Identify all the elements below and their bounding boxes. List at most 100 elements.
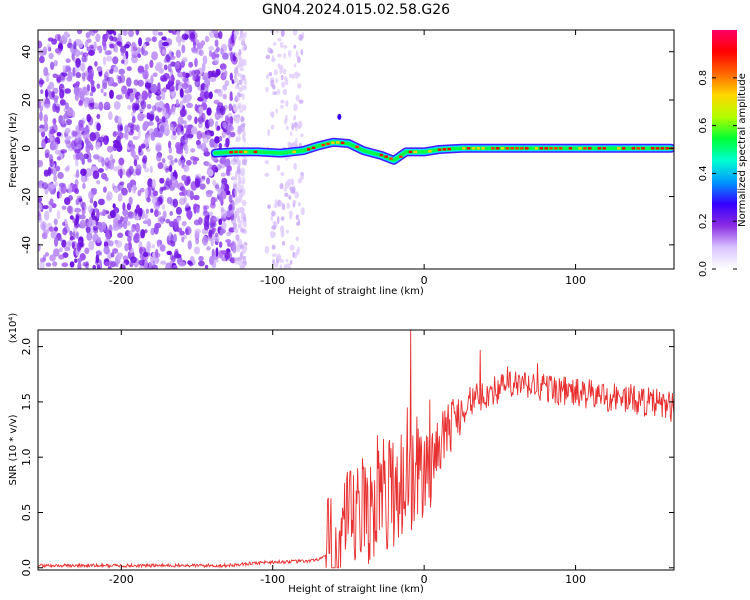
spectral-noise-blob	[93, 154, 100, 160]
spectral-noise-blob	[143, 260, 148, 269]
spectral-noise-blob	[55, 165, 61, 172]
spectral-noise-blob	[57, 171, 64, 179]
spectral-noise-blob	[43, 66, 49, 77]
signal-ridge-core	[665, 147, 670, 150]
spectral-noise-blob	[162, 162, 167, 171]
spectral-noise-blob	[224, 252, 231, 260]
spectral-noise-blob	[61, 205, 67, 211]
spectral-noise-blob	[169, 123, 175, 132]
spectral-noise-blob	[118, 222, 125, 228]
spectral-noise-blob	[64, 88, 71, 94]
spectral-noise-blob	[78, 123, 84, 132]
spectral-noise-blob	[284, 181, 290, 189]
spectral-noise-blob	[134, 232, 140, 241]
spectral-noise-blob	[97, 168, 104, 173]
spectral-noise-blob	[76, 195, 83, 200]
spectral-noise-blob	[170, 61, 176, 67]
spectral-noise-blob	[238, 135, 241, 143]
spectral-noise-blob	[160, 187, 164, 192]
spectral-noise-blob	[214, 184, 220, 189]
spectral-noise-blob	[211, 51, 217, 60]
spectral-noise-blob	[152, 260, 156, 269]
spectral-noise-blob	[282, 68, 287, 75]
spectral-noise-blob	[148, 113, 155, 122]
spectral-noise-blob	[112, 166, 120, 172]
spectral-noise-blob	[270, 215, 274, 221]
y-tick-label: 0	[20, 145, 33, 152]
spectral-noise-blob	[113, 101, 121, 110]
signal-ridge-core	[471, 147, 476, 150]
signal-ridge-core	[621, 147, 626, 150]
spectral-noise-blob	[117, 193, 123, 202]
spectral-noise-blob	[61, 120, 68, 128]
spectral-noise-blob	[298, 34, 304, 41]
spectral-noise-blob	[243, 242, 248, 246]
spectral-noise-blob	[122, 209, 129, 217]
spectral-noise-blob	[72, 131, 78, 137]
spectral-noise-blob	[234, 95, 238, 103]
spectral-noise-blob	[86, 232, 93, 241]
spectral-noise-blob	[240, 32, 244, 38]
signal-ridge-core	[340, 141, 345, 145]
spectral-noise-blob	[38, 202, 43, 212]
spectral-noise-blob	[172, 218, 178, 228]
spectral-noise-blob	[285, 258, 289, 263]
spectral-noise-blob	[237, 169, 242, 175]
spectral-noise-blob	[288, 195, 292, 200]
spectral-noise-blob	[161, 91, 166, 101]
spectral-noise-blob	[93, 102, 100, 108]
spectral-noise-blob	[237, 73, 242, 77]
spectral-noise-blob	[216, 164, 222, 171]
spectral-noise-blob	[46, 43, 51, 51]
spectral-noise-blob	[295, 214, 299, 220]
spectral-noise-blob	[181, 174, 188, 182]
spectral-noise-blob	[155, 256, 160, 264]
spectral-noise-blob	[186, 102, 193, 109]
spectral-noise-blob	[218, 142, 223, 150]
spectral-noise-blob	[275, 30, 279, 34]
spectral-noise-blob	[150, 227, 155, 236]
spectral-noise-blob	[228, 203, 233, 212]
spectral-noise-blob	[161, 204, 166, 210]
spectral-noise-blob	[176, 143, 182, 153]
spectral-noise-blob	[186, 159, 192, 166]
spectral-noise-blob	[146, 245, 151, 253]
spectral-noise-blob	[271, 225, 277, 230]
spectral-noise-blob	[186, 209, 193, 219]
spectral-noise-blob	[209, 138, 215, 148]
spectral-noise-blob	[144, 80, 152, 90]
spectral-noise-blob	[214, 39, 219, 47]
signal-ridge-core	[597, 147, 602, 150]
spectral-noise-blob	[273, 69, 278, 76]
spectral-noise-blob	[198, 255, 204, 262]
spectral-noise-blob	[84, 247, 90, 255]
spectral-noise-blob	[204, 264, 209, 269]
spectral-noise-blob	[133, 159, 138, 167]
x-tick-label: -100	[260, 573, 285, 586]
spectral-noise-blob	[283, 263, 287, 269]
spectral-noise-blob	[91, 216, 97, 221]
spectral-noise-blob	[242, 176, 246, 185]
spectral-noise-blob	[51, 91, 55, 98]
spectral-noise-blob	[234, 257, 239, 262]
spectral-noise-blob	[75, 198, 80, 206]
spectral-noise-blob	[243, 246, 248, 251]
signal-ridge-core	[331, 141, 335, 144]
spectral-noise-blob	[280, 99, 285, 104]
signal-ridge-core	[253, 150, 258, 154]
spectral-noise-blob	[157, 82, 161, 92]
spectral-noise-blob	[239, 251, 244, 259]
spectral-noise-blob	[38, 55, 45, 64]
spectral-noise-blob	[62, 221, 66, 226]
colorbar-label: Normalized spectral amplitude	[737, 73, 748, 227]
signal-ridge-core	[534, 147, 539, 150]
spectral-noise-blob	[194, 228, 201, 234]
spectral-noise-blob	[300, 49, 304, 56]
spectral-noise-blob	[208, 118, 214, 127]
spectral-noise-blob	[238, 36, 242, 41]
spectral-noise-blob	[38, 99, 42, 108]
spectral-noise-blob	[128, 30, 134, 38]
spectral-noise-blob	[53, 226, 59, 232]
spectral-noise-blob	[122, 221, 128, 230]
spectral-noise-blob	[243, 59, 247, 67]
